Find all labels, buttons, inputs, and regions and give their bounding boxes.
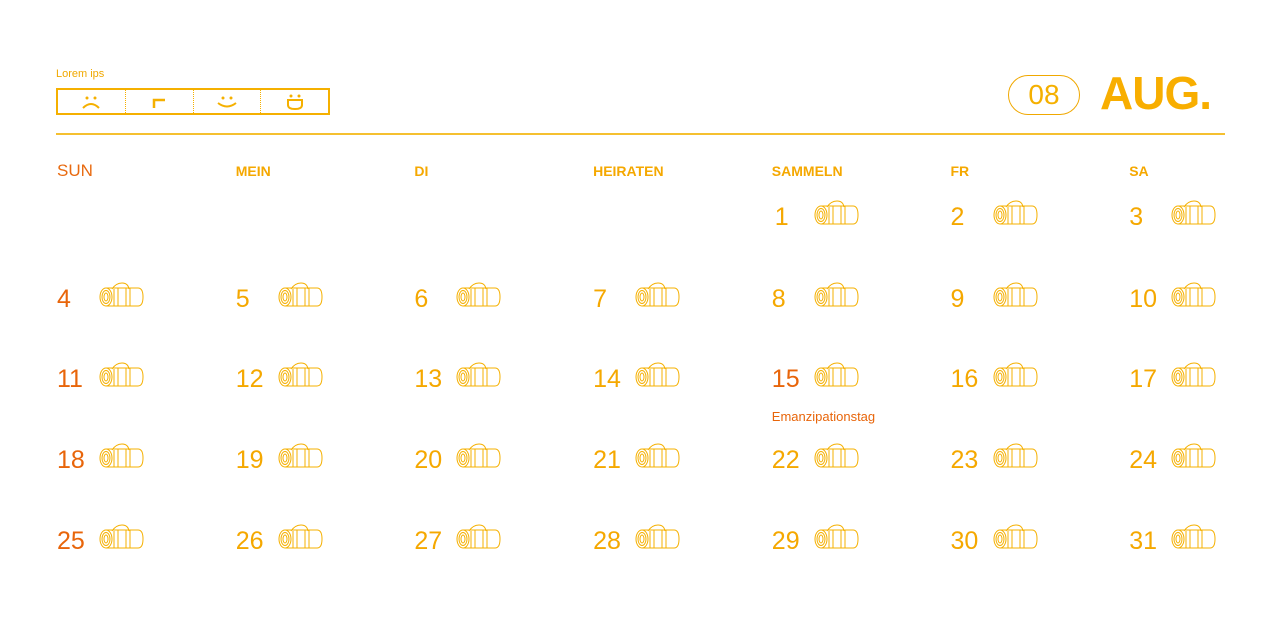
yoga-mat-icon[interactable] bbox=[813, 524, 859, 550]
month-number: 08 bbox=[1008, 75, 1080, 115]
day-1[interactable]: 1 bbox=[774, 203, 789, 231]
mood-label: Lorem ips bbox=[56, 68, 105, 80]
yoga-mat-icon[interactable] bbox=[98, 282, 144, 308]
day-21[interactable]: 21 bbox=[593, 446, 621, 474]
weekday-header: SAMMELN bbox=[771, 163, 843, 179]
day-7[interactable]: 7 bbox=[593, 285, 607, 313]
neutral-face-icon bbox=[152, 98, 166, 108]
weekday-header: MEIN bbox=[235, 163, 271, 179]
day-27[interactable]: 27 bbox=[414, 527, 443, 555]
day-17[interactable]: 17 bbox=[1129, 365, 1157, 393]
day-4[interactable]: 4 bbox=[57, 285, 71, 313]
yoga-mat-icon[interactable] bbox=[1170, 200, 1216, 226]
yoga-mat-icon[interactable] bbox=[277, 362, 323, 388]
yoga-mat-icon[interactable] bbox=[98, 524, 144, 550]
yoga-mat-icon[interactable] bbox=[1170, 362, 1216, 388]
mood-selector[interactable] bbox=[56, 88, 330, 115]
day-16[interactable]: 16 bbox=[950, 365, 979, 393]
yoga-mat-icon[interactable] bbox=[813, 443, 859, 469]
day-note: Emanzipationstag bbox=[771, 409, 876, 424]
yoga-mat-icon[interactable] bbox=[634, 282, 680, 308]
day-23[interactable]: 23 bbox=[950, 446, 979, 474]
day-29[interactable]: 29 bbox=[771, 527, 800, 555]
yoga-mat-icon[interactable] bbox=[813, 200, 859, 226]
yoga-mat-icon[interactable] bbox=[455, 282, 501, 308]
smile-face-icon bbox=[217, 96, 237, 107]
yoga-mat-icon[interactable] bbox=[98, 443, 144, 469]
yoga-mat-icon[interactable] bbox=[277, 443, 323, 469]
yoga-mat-icon[interactable] bbox=[277, 282, 323, 308]
yoga-mat-icon[interactable] bbox=[813, 362, 859, 388]
yoga-mat-icon[interactable] bbox=[98, 362, 144, 388]
day-28[interactable]: 28 bbox=[593, 527, 621, 555]
day-25[interactable]: 25 bbox=[57, 527, 85, 555]
mood-sad[interactable] bbox=[58, 90, 126, 113]
day-2[interactable]: 2 bbox=[950, 203, 965, 231]
yoga-mat-icon[interactable] bbox=[1170, 282, 1216, 308]
day-19[interactable]: 19 bbox=[235, 446, 264, 474]
day-22[interactable]: 22 bbox=[771, 446, 800, 474]
mood-neutral[interactable] bbox=[126, 90, 194, 113]
yoga-mat-icon[interactable] bbox=[634, 443, 680, 469]
yoga-mat-icon[interactable] bbox=[992, 524, 1038, 550]
day-24[interactable]: 24 bbox=[1129, 446, 1157, 474]
day-18[interactable]: 18 bbox=[57, 446, 85, 474]
grin-face-icon bbox=[286, 94, 303, 110]
day-13[interactable]: 13 bbox=[414, 365, 443, 393]
weekday-header: FR bbox=[950, 163, 970, 179]
yoga-mat-icon[interactable] bbox=[992, 362, 1038, 388]
day-31[interactable]: 31 bbox=[1129, 527, 1157, 555]
day-14[interactable]: 14 bbox=[593, 365, 621, 393]
yoga-mat-icon[interactable] bbox=[992, 200, 1038, 226]
yoga-mat-icon[interactable] bbox=[1170, 524, 1216, 550]
day-9[interactable]: 9 bbox=[950, 285, 965, 313]
day-5[interactable]: 5 bbox=[235, 285, 250, 313]
day-26[interactable]: 26 bbox=[235, 527, 264, 555]
day-20[interactable]: 20 bbox=[414, 446, 443, 474]
yoga-mat-icon[interactable] bbox=[992, 282, 1038, 308]
day-6[interactable]: 6 bbox=[414, 285, 429, 313]
weekday-header: DI bbox=[414, 163, 429, 179]
yoga-mat-icon[interactable] bbox=[1170, 443, 1216, 469]
day-8[interactable]: 8 bbox=[771, 285, 786, 313]
day-10[interactable]: 10 bbox=[1129, 285, 1157, 313]
mood-grin[interactable] bbox=[261, 90, 328, 113]
weekday-header: SUN bbox=[57, 161, 93, 180]
yoga-mat-icon[interactable] bbox=[634, 362, 680, 388]
sad-face-icon bbox=[82, 96, 101, 109]
yoga-mat-icon[interactable] bbox=[455, 524, 501, 550]
header-divider bbox=[56, 133, 1225, 135]
day-30[interactable]: 30 bbox=[950, 527, 979, 555]
day-12[interactable]: 12 bbox=[235, 365, 264, 393]
day-15[interactable]: 15 bbox=[771, 365, 800, 393]
mood-smile[interactable] bbox=[194, 90, 262, 113]
yoga-mat-icon[interactable] bbox=[992, 443, 1038, 469]
yoga-mat-icon[interactable] bbox=[813, 282, 859, 308]
yoga-mat-icon[interactable] bbox=[277, 524, 323, 550]
month-name: AUG. bbox=[1100, 67, 1212, 119]
yoga-mat-icon[interactable] bbox=[455, 362, 501, 388]
day-11[interactable]: 11 bbox=[57, 365, 83, 393]
day-3[interactable]: 3 bbox=[1129, 203, 1144, 231]
yoga-mat-icon[interactable] bbox=[634, 524, 680, 550]
weekday-header: HEIRATEN bbox=[593, 163, 664, 179]
yoga-mat-icon[interactable] bbox=[455, 443, 501, 469]
weekday-header: SA bbox=[1129, 163, 1149, 179]
